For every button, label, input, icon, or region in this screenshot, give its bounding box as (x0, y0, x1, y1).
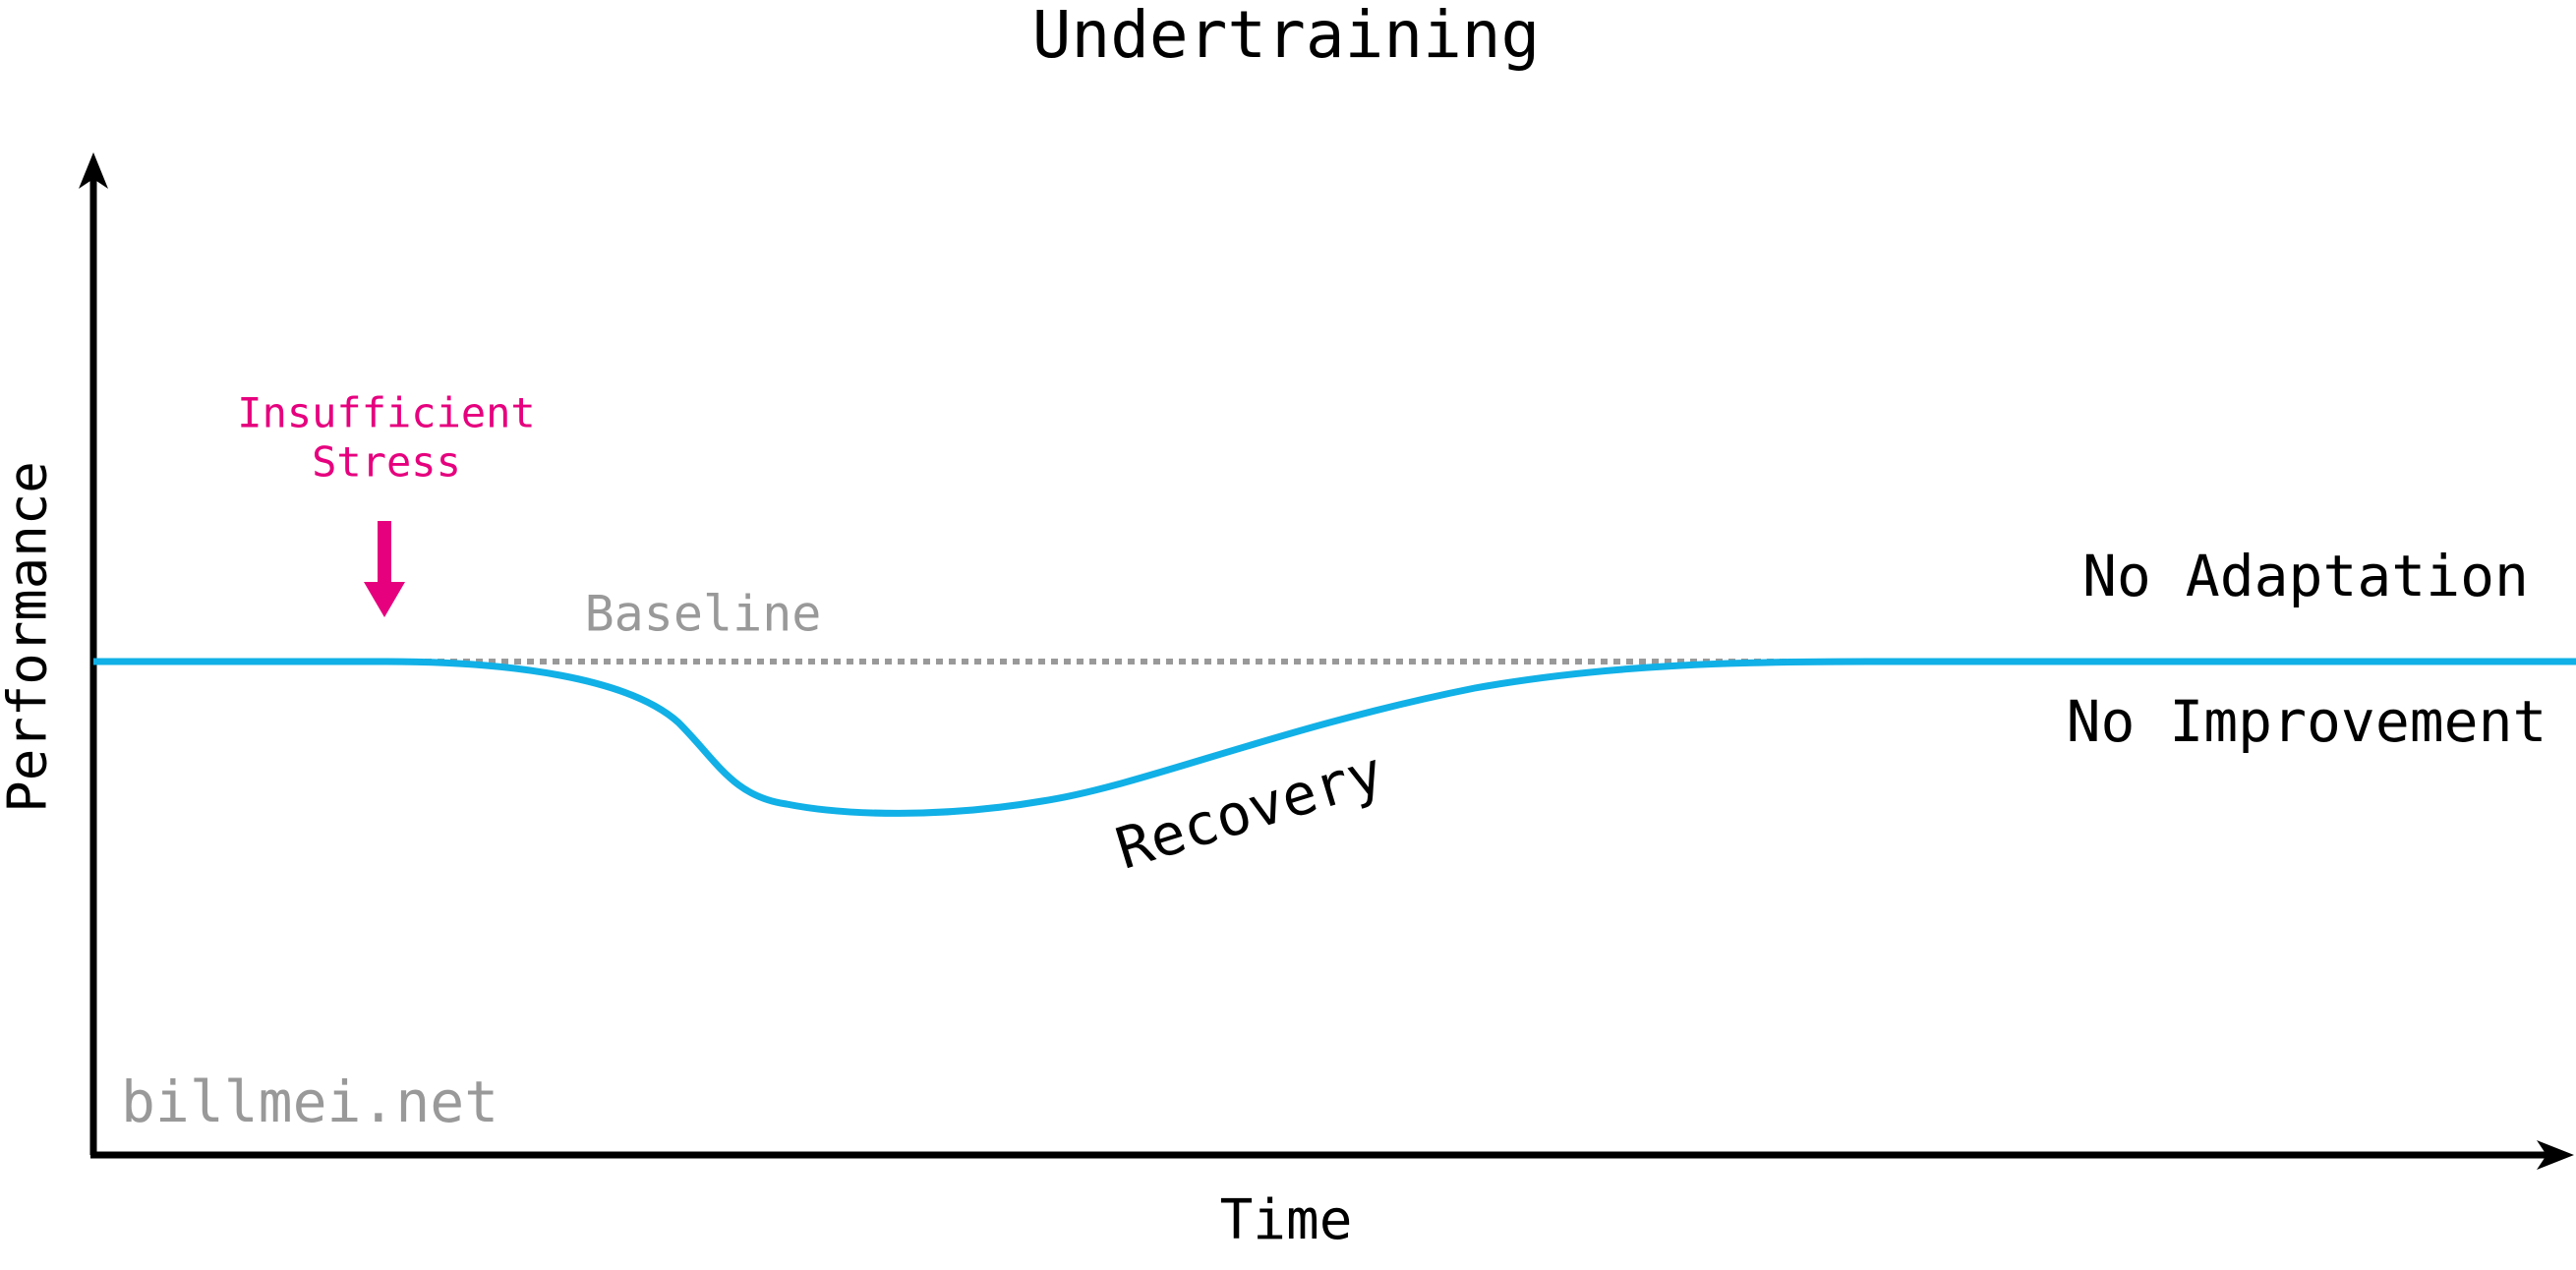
watermark: billmei.net (121, 1068, 498, 1135)
recovery-label: Recovery (1108, 738, 1390, 883)
y-axis-arrow (79, 152, 108, 189)
outcome-label: No Improvement (2067, 688, 2547, 755)
stress-label: Stress (312, 438, 461, 487)
x-axis-arrow (2537, 1140, 2574, 1170)
stress-label: Insufficient (237, 389, 535, 437)
x-axis-label: Time (1220, 1188, 1353, 1252)
outcome-label: No Adaptation (2082, 543, 2529, 609)
stress-arrow-head (364, 582, 405, 617)
y-axis-label: Performance (0, 461, 59, 813)
baseline-label: Baseline (585, 586, 822, 643)
performance-curve (93, 658, 2576, 817)
title: Undertraining (1032, 0, 1541, 73)
